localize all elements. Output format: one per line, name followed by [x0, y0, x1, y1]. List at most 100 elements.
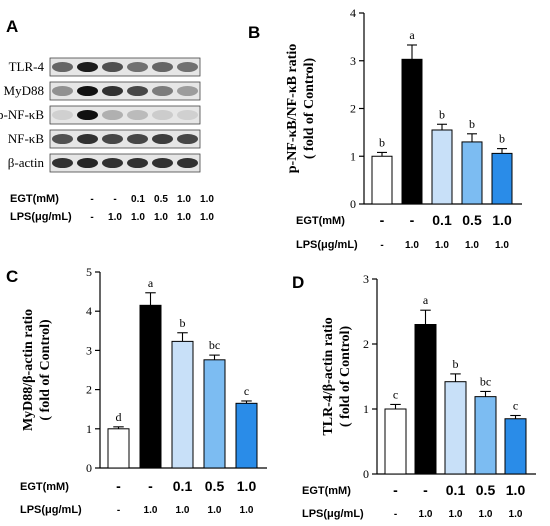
bar-0: [107, 428, 130, 469]
y-axis-label: TLR-4/β-actin ratio: [321, 317, 336, 435]
lps-value: 1.0: [419, 509, 433, 520]
bar-3: [203, 359, 226, 469]
significance-label: b: [180, 316, 186, 330]
egt-value: 1.0: [177, 194, 191, 205]
y-tick-label: 2: [86, 383, 92, 397]
blot-band: [77, 133, 98, 145]
egt-value: 0.1: [173, 478, 193, 494]
y-axis-label: MyD88/β-actin ratio: [21, 309, 36, 431]
blot-band: [127, 61, 148, 73]
blot-band: [152, 157, 173, 169]
egt-value: 1.0: [237, 478, 257, 494]
blot-band: [127, 109, 148, 121]
western-blot: TLR-4 MyD88 p-NF-κB NF-κB β-actin EGT(mM) LPS(…: [0, 57, 214, 223]
blot-band: [52, 157, 73, 169]
blot-band: [52, 133, 73, 145]
significance-label: b: [469, 117, 475, 131]
blot-band: [127, 85, 148, 97]
significance-label: c: [393, 387, 398, 401]
lps-value: 1.0: [479, 509, 493, 520]
blot-band: [102, 133, 123, 145]
egt-value: -: [423, 482, 428, 498]
significance-label: b: [439, 107, 445, 121]
lps-label: LPS(μg/mL): [296, 239, 358, 251]
blot-label-1: MyD88: [4, 83, 44, 98]
bar-1: [139, 304, 162, 469]
blot-label-3: NF-κB: [8, 131, 44, 146]
egt-value: 0.1: [446, 482, 466, 498]
blot-band: [177, 109, 198, 121]
y-tick-label: 1: [86, 422, 92, 436]
lps-value: 1.0: [154, 212, 168, 223]
lps-value: 1.0: [144, 505, 158, 516]
lps-value: -: [394, 509, 397, 520]
egt-value: -: [148, 478, 153, 494]
egt-value: -: [113, 194, 116, 205]
egt-value: 1.0: [200, 194, 214, 205]
lps-label: LPS(μg/mL): [20, 504, 82, 516]
blot-band: [152, 109, 173, 121]
y-tick-label: 3: [86, 343, 92, 357]
egt-value: -: [393, 482, 398, 498]
lps-value: 1.0: [176, 505, 190, 516]
y-tick-label: 2: [350, 102, 356, 116]
panel-letter-c: C: [6, 267, 18, 286]
blot-band: [152, 85, 173, 97]
lps-value: 1.0: [435, 240, 449, 251]
chart-myd88-ratio: 0 1 2 3 4 5 MyD88/β-actin ratio( fold of Contr…: [20, 265, 267, 516]
bar-0: [371, 155, 393, 205]
egt-value: -: [90, 194, 93, 205]
lps-label: LPS(μg/mL): [302, 508, 364, 520]
lps-value: 1.0: [405, 240, 419, 251]
y-tick-label: 0: [350, 197, 356, 211]
lps-value: 1.0: [200, 212, 214, 223]
significance-label: bc: [209, 338, 220, 352]
bar-3: [461, 141, 483, 205]
blot-band: [102, 61, 123, 73]
blot-band: [77, 109, 98, 121]
significance-label: bc: [480, 374, 491, 388]
blot-band: [152, 61, 173, 73]
significance-label: b: [453, 357, 459, 371]
blot-band: [102, 109, 123, 121]
y-tick-label: 1: [363, 402, 369, 416]
significance-label: c: [513, 399, 518, 413]
lps-label: LPS(μg/mL): [10, 211, 72, 223]
blot-band: [177, 61, 198, 73]
y-tick-label: 4: [350, 6, 356, 20]
chart-p-nfkb-ratio: 0 1 2 3 4 p-NF-κB/NF-κB ratio( fold of Contro…: [285, 6, 522, 251]
y-axis-label-unit: ( fold of Control): [338, 326, 353, 428]
egt-label: EGT(mM): [296, 215, 345, 227]
egt-label: EGT(mM): [302, 485, 351, 497]
blot-band: [77, 61, 98, 73]
egt-value: 0.5: [476, 482, 496, 498]
y-axis-label-unit: ( fold of Control): [302, 58, 317, 160]
egt-value: 0.5: [154, 194, 168, 205]
blot-band: [127, 133, 148, 145]
egt-value: -: [380, 212, 385, 228]
y-tick-label: 0: [363, 467, 369, 481]
bar-1: [414, 324, 437, 475]
blot-band: [77, 157, 98, 169]
lps-value: 1.0: [240, 505, 254, 516]
significance-label: d: [116, 410, 122, 424]
lps-value: 1.0: [509, 509, 523, 520]
blot-label-0: TLR-4: [9, 59, 45, 74]
bar-3: [474, 396, 497, 475]
significance-label: a: [148, 276, 154, 290]
blot-band: [52, 85, 73, 97]
bar-1: [401, 58, 423, 205]
panel-letter-b: B: [248, 23, 260, 42]
y-axis-label-unit: ( fold of Control): [38, 319, 53, 421]
bar-4: [235, 402, 258, 469]
egt-value: 1.0: [492, 212, 512, 228]
blot-band: [177, 133, 198, 145]
lps-value: -: [117, 505, 120, 516]
egt-value: 1.0: [506, 482, 526, 498]
panel-letter-a: A: [6, 17, 18, 36]
bar-4: [504, 418, 527, 475]
blot-band: [102, 85, 123, 97]
blot-band: [52, 61, 73, 73]
lps-value: -: [90, 212, 93, 223]
lps-value: 1.0: [177, 212, 191, 223]
